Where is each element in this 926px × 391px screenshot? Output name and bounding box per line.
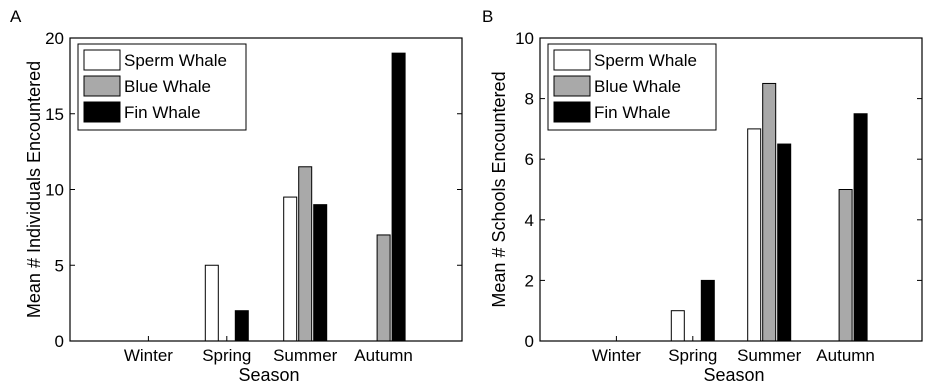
bar-blue-whale-summer [298,166,313,342]
y-tick-label: 4 [525,211,534,230]
legend-label-fin-whale: Fin Whale [594,103,671,122]
legend-swatch-sperm-whale [83,49,121,71]
bar-fin-whale-spring [234,310,249,342]
y-tick-label: 15 [45,105,64,124]
x-tick-label-autumn: Autumn [816,346,875,365]
bar-fin-whale-spring [700,279,715,342]
panel-label: A [10,7,22,26]
x-tick-label-summer: Summer [273,346,338,365]
bar-fin-whale-autumn [853,113,868,342]
legend-swatch-sperm-whale [553,49,591,71]
legend: Sperm Whale Blue Whale Fin Whale [547,43,717,131]
bar-sperm-whale-summer [283,196,298,342]
legend-label-sperm-whale: Sperm Whale [124,51,227,70]
x-tick-label-autumn: Autumn [354,346,413,365]
x-tick-label-winter: Winter [124,346,173,365]
bar-fin-whale-autumn [391,52,406,342]
chart-panel-a: A 0 5 10 15 20 Winter Spring Summer Autumn Season M… [10,7,463,385]
x-tick-label-winter: Winter [592,346,641,365]
legend-swatch-fin-whale [83,101,121,123]
bar-blue-whale-summer [762,82,777,342]
y-tick-label: 0 [55,332,64,351]
x-axis-label: Season [238,365,299,385]
legend: Sperm Whale Blue Whale Fin Whale [77,43,247,131]
y-axis-label: Mean # Individuals Encountered [24,61,44,318]
y-tick-label: 2 [525,271,534,290]
plot-frame [539,37,923,342]
bar-sperm-whale-spring [204,264,219,342]
bar-blue-whale-autumn [376,234,391,342]
x-axis-label: Season [703,365,764,385]
y-tick-label: 6 [525,150,534,169]
bar-blue-whale-autumn [838,189,853,342]
panel-label: B [482,7,493,26]
x-tick-label-summer: Summer [737,346,802,365]
x-tick-label-spring: Spring [202,346,251,365]
legend-label-blue-whale: Blue Whale [594,77,681,96]
legend-label-blue-whale: Blue Whale [124,77,211,96]
y-tick-label: 0 [525,332,534,351]
bar-sperm-whale-summer [747,128,762,342]
legend-swatch-blue-whale [83,75,121,97]
y-tick-label: 8 [525,90,534,109]
bar-fin-whale-summer [777,143,792,342]
plot-frame [69,37,463,342]
bar-sperm-whale-spring [670,310,685,342]
y-tick-label: 10 [515,29,534,48]
y-axis-label: Mean # Schools Encountered [489,71,509,307]
legend-label-fin-whale: Fin Whale [124,103,201,122]
x-tick-label-spring: Spring [668,346,717,365]
y-tick-label: 5 [55,256,64,275]
legend-label-sperm-whale: Sperm Whale [594,51,697,70]
legend-swatch-fin-whale [553,101,591,123]
y-tick-label: 10 [45,181,64,200]
bar-fin-whale-summer [313,204,328,342]
legend-swatch-blue-whale [553,75,591,97]
chart-panel-b: B 0 2 4 6 8 10 Winter Spring Summer Autumn Season Me… [482,7,923,385]
y-tick-label: 20 [45,29,64,48]
